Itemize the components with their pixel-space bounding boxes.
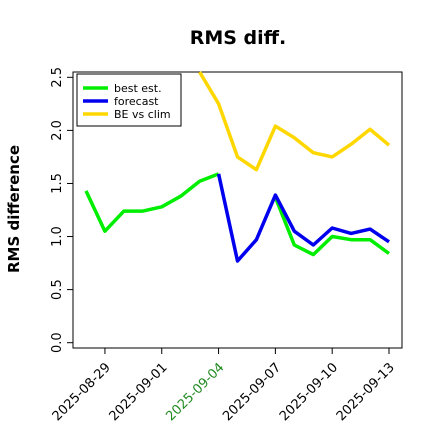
series-line-best-est xyxy=(84,172,391,257)
x-tick-label: 2025-09-13 xyxy=(334,360,398,424)
x-axis: 2025-08-292025-09-012025-09-042025-09-07… xyxy=(50,348,398,424)
legend: best est. forecast BE vs clim xyxy=(76,73,182,127)
plot-frame xyxy=(72,71,403,349)
y-tick-label: 2.5 xyxy=(50,67,65,88)
series-line-be-vs-clim xyxy=(198,71,391,172)
series-line-forecast xyxy=(216,173,390,263)
x-tick-label: 2025-09-04 xyxy=(163,360,227,424)
y-axis: 0.0 0.5 1.0 1.5 2.0 2.5 xyxy=(50,67,73,353)
x-tick-label: 2025-09-01 xyxy=(107,360,171,424)
y-tick-label: 0.5 xyxy=(50,279,65,300)
x-tick-label: 2025-08-29 xyxy=(50,360,114,424)
legend-label-forecast: forecast xyxy=(114,95,159,108)
legend-label-best-est: best est. xyxy=(114,82,162,95)
y-tick-label: 1.5 xyxy=(50,173,65,194)
series-layer xyxy=(84,71,391,263)
chart-title: RMS diff. xyxy=(190,27,287,49)
y-tick-label: 1.0 xyxy=(50,226,65,247)
y-tick-label: 0.0 xyxy=(50,332,65,353)
y-axis-label: RMS difference xyxy=(5,145,23,273)
x-tick-label: 2025-09-10 xyxy=(277,360,341,424)
legend-label-be-vs-clim: BE vs clim xyxy=(114,108,171,121)
x-tick-label: 2025-09-07 xyxy=(220,360,284,424)
y-tick-label: 2.0 xyxy=(50,120,65,141)
